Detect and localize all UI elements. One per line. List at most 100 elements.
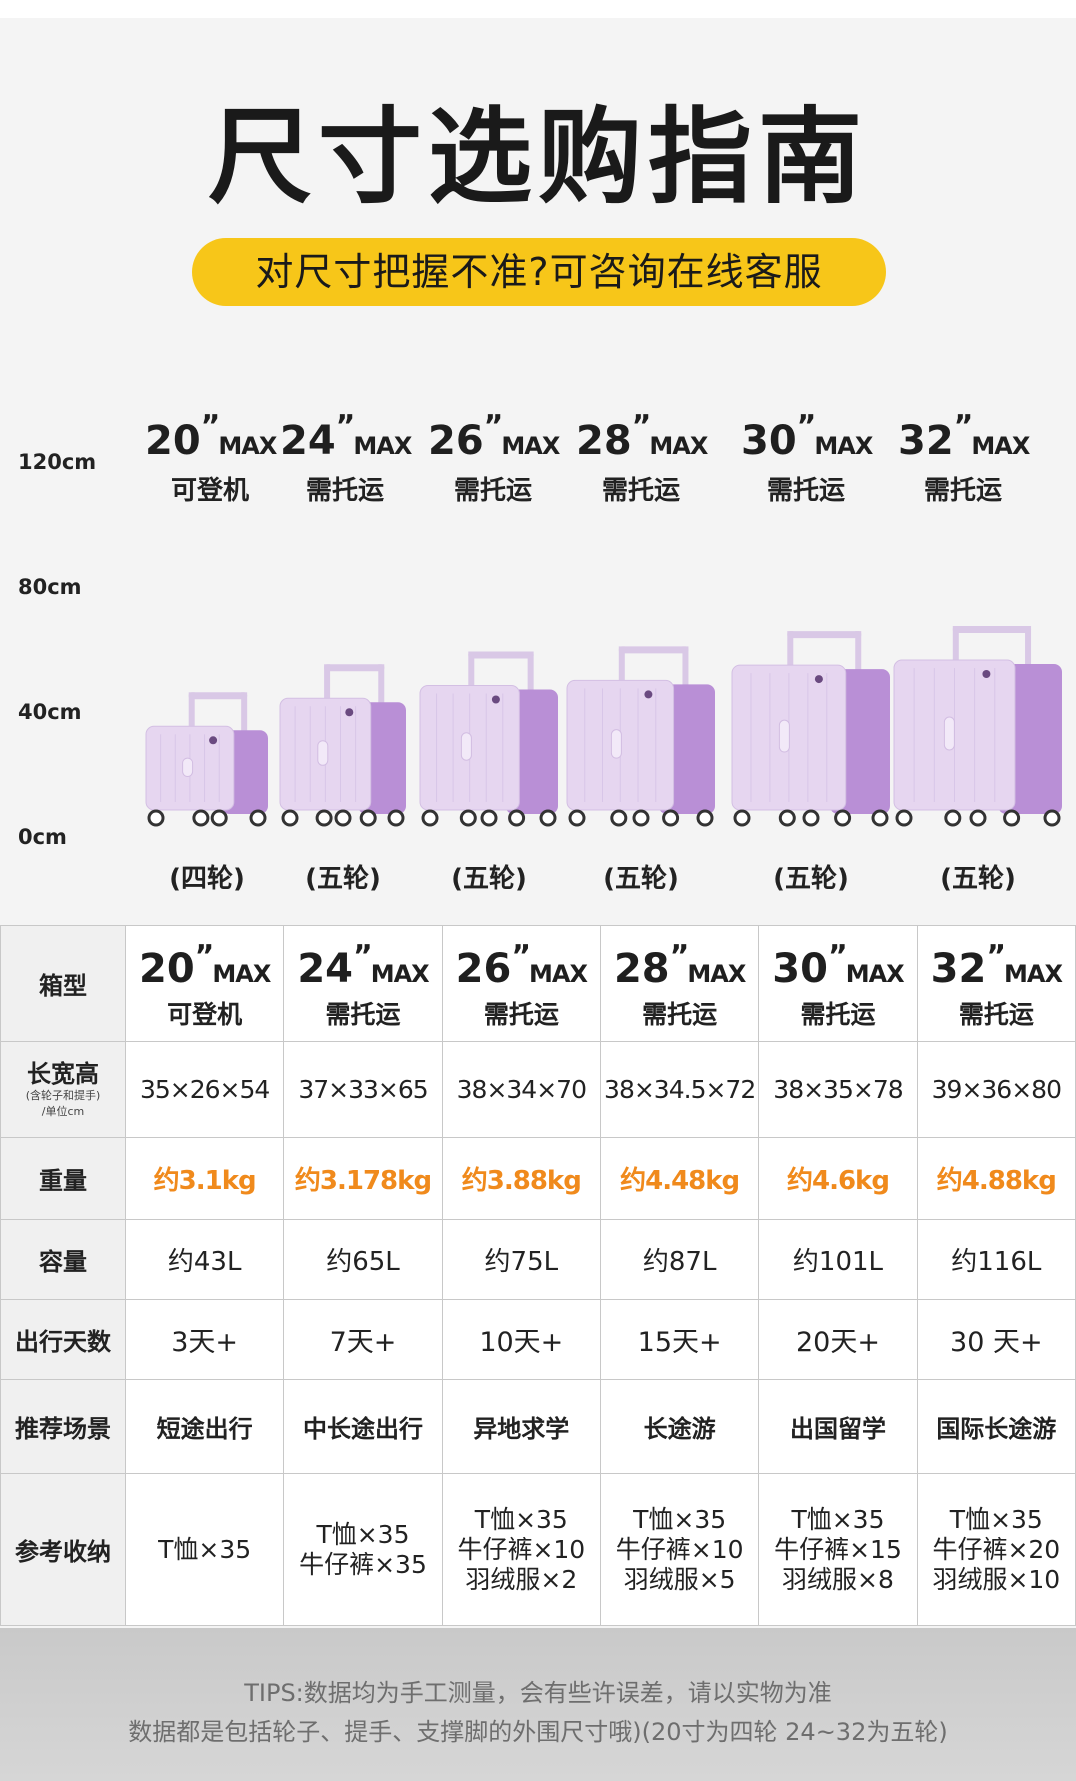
- table-row-scene: 推荐场景 短途出行 中长途出行 异地求学 长途游 出国留学 国际长途游: [0, 1379, 1076, 1474]
- y-axis-label-80: 80cm: [18, 575, 82, 599]
- size-header-32: 32”MAX 需托运: [898, 409, 1030, 506]
- suitcase-handle: [787, 631, 862, 639]
- suitcase-lock: [644, 690, 653, 699]
- suitcase-wheel: [315, 809, 333, 827]
- days-cell: 30 天+: [916, 1299, 1076, 1380]
- dims-cell: 39×36×80: [916, 1041, 1076, 1138]
- table-row-days: 出行天数 3天+ 7天+ 10天+ 15天+ 20天+ 30 天+: [0, 1299, 1076, 1380]
- days-cell: 3天+: [124, 1299, 285, 1380]
- suitcase-wheel: [387, 809, 405, 827]
- tips-footer: TIPS:数据均为手工测量，会有些许误差，请以实物为准 数据都是包括轮子、提手、…: [0, 1628, 1076, 1781]
- suitcase-wheel: [696, 809, 714, 827]
- suitcase-handle: [324, 664, 331, 705]
- suitcase-wheel: [610, 809, 628, 827]
- suitcase-handle: [618, 646, 625, 687]
- dims-cell: 37×33×65: [283, 1041, 443, 1138]
- suitcase-wheel: [969, 809, 987, 827]
- suitcase-grip: [610, 729, 622, 759]
- suitcase-handle: [952, 626, 1032, 633]
- weight-cell: 约3.88kg: [441, 1137, 601, 1220]
- suitcase-wheel: [733, 809, 751, 827]
- wheel-label-32: (五轮): [940, 864, 1016, 894]
- suitcase-wheel: [192, 809, 210, 827]
- weight-cell: 约4.48kg: [599, 1137, 760, 1220]
- row-header-scene: 推荐场景: [0, 1379, 126, 1474]
- spec-table: 箱型 20”MAX 可登机 24”MAX 需托运 26”MAX 需托运 28”MAX 需…: [0, 925, 1076, 1626]
- suitcase-handle: [468, 651, 475, 692]
- tips-line-1: TIPS:数据均为手工测量，会有些许误差，请以实物为准: [244, 1679, 832, 1707]
- suitcase-wheel: [568, 809, 586, 827]
- storage-cell: T恤×35: [124, 1473, 285, 1626]
- wheel-label-24: (五轮): [305, 864, 381, 894]
- row-header-model: 箱型: [0, 925, 126, 1042]
- suitcase-wheel: [834, 809, 852, 827]
- capacity-cell: 约75L: [441, 1219, 601, 1300]
- capacity-cell: 约101L: [758, 1219, 918, 1300]
- days-cell: 10天+: [441, 1299, 601, 1380]
- row-header-capacity: 容量: [0, 1219, 126, 1300]
- suitcase-handle: [188, 692, 195, 733]
- row-header-dims: 长宽高 (含轮子和提手) /单位cm: [0, 1041, 126, 1138]
- weight-cell: 约4.6kg: [758, 1137, 918, 1220]
- y-axis-label-120: 120cm: [18, 450, 97, 474]
- scene-cell: 长途游: [599, 1379, 760, 1474]
- suitcase-handle: [855, 631, 862, 672]
- suitcase-lock: [345, 708, 354, 717]
- storage-cell: T恤×35 牛仔裤×10 羽绒服×5: [599, 1473, 760, 1626]
- suitcase-handle: [787, 631, 794, 672]
- suitcase-wheel: [147, 809, 165, 827]
- suitcase-handle: [324, 664, 385, 672]
- wheel-label-20: (四轮): [169, 864, 245, 894]
- suitcase-grip: [778, 719, 790, 753]
- suitcase-handle: [618, 646, 689, 654]
- row-header-storage: 参考收纳: [0, 1473, 126, 1626]
- suitcase-lock: [209, 736, 218, 745]
- page-title: 尺寸选购指南: [207, 96, 868, 218]
- suitcase-wheel: [778, 809, 796, 827]
- dims-cell: 35×26×54: [124, 1041, 285, 1138]
- suitcase-handle: [952, 626, 959, 666]
- dims-cell: 38×35×78: [758, 1041, 918, 1138]
- table-row-storage: 参考收纳 T恤×35 T恤×35 牛仔裤×35 T恤×35 牛仔裤×10 羽绒服×2 …: [0, 1473, 1076, 1626]
- capacity-cell: 约87L: [599, 1219, 760, 1300]
- size-header-20: 20”MAX 可登机: [145, 409, 277, 506]
- model-cell-32: 32”MAX 需托运: [916, 925, 1076, 1042]
- suitcase-handle: [527, 651, 534, 692]
- suitcase-handle: [1025, 626, 1032, 666]
- days-cell: 7天+: [283, 1299, 443, 1380]
- suitcase-wheel: [459, 809, 477, 827]
- size-header-30: 30”MAX 需托运: [741, 409, 873, 506]
- storage-cell: T恤×35 牛仔裤×20 羽绒服×10: [916, 1473, 1076, 1626]
- suitcase-wheel: [802, 809, 820, 827]
- suitcase-wheel: [210, 809, 228, 827]
- suitcase-wheel: [632, 809, 650, 827]
- scene-cell: 出国留学: [758, 1379, 918, 1474]
- weight-cell: 约4.88kg: [916, 1137, 1076, 1220]
- capacity-cell: 约65L: [283, 1219, 443, 1300]
- suitcase-wheel: [359, 809, 377, 827]
- weight-cell: 约3.1kg: [124, 1137, 285, 1220]
- size-header-24: 24”MAX 需托运: [280, 409, 412, 506]
- storage-cell: T恤×35 牛仔裤×35: [283, 1473, 443, 1626]
- scene-cell: 中长途出行: [283, 1379, 443, 1474]
- top-band: [0, 0, 1076, 18]
- row-header-weight: 重量: [0, 1137, 126, 1220]
- table-row-dims: 长宽高 (含轮子和提手) /单位cm 35×26×54 37×33×65 38×…: [0, 1041, 1076, 1138]
- days-cell: 15天+: [599, 1299, 760, 1380]
- model-cell-28: 28”MAX 需托运: [599, 925, 760, 1042]
- model-cell-24: 24”MAX 需托运: [283, 925, 443, 1042]
- scene-cell: 异地求学: [441, 1379, 601, 1474]
- suitcase-grip: [317, 740, 329, 766]
- suitcase-wheel: [281, 809, 299, 827]
- model-cell-20: 20”MAX 可登机: [124, 925, 285, 1042]
- suitcase-grip: [943, 716, 955, 751]
- suitcase-wheel: [334, 809, 352, 827]
- suitcase-wheel: [1003, 809, 1021, 827]
- model-cell-26: 26”MAX 需托运: [441, 925, 601, 1042]
- suitcase-illustrations: [145, 626, 1062, 827]
- dims-cell: 38×34×70: [441, 1041, 601, 1138]
- wheel-label-26: (五轮): [451, 864, 527, 894]
- days-cell: 20天+: [758, 1299, 918, 1380]
- suitcase-handle: [188, 692, 248, 700]
- capacity-cell: 约116L: [916, 1219, 1076, 1300]
